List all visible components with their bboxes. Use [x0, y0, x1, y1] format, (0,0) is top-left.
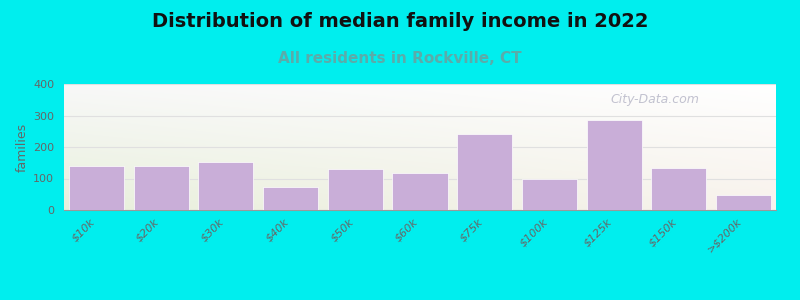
Text: City-Data.com: City-Data.com: [610, 93, 699, 106]
Bar: [134, 166, 189, 210]
Bar: [651, 168, 706, 210]
Bar: [522, 178, 577, 210]
Bar: [458, 134, 512, 210]
Bar: [716, 195, 771, 210]
Bar: [198, 162, 254, 210]
Bar: [393, 173, 447, 210]
Bar: [586, 120, 642, 210]
Bar: [263, 187, 318, 210]
Y-axis label: families: families: [16, 122, 29, 172]
Text: Distribution of median family income in 2022: Distribution of median family income in …: [152, 12, 648, 31]
Bar: [328, 169, 382, 210]
Bar: [69, 166, 124, 210]
Text: All residents in Rockville, CT: All residents in Rockville, CT: [278, 51, 522, 66]
